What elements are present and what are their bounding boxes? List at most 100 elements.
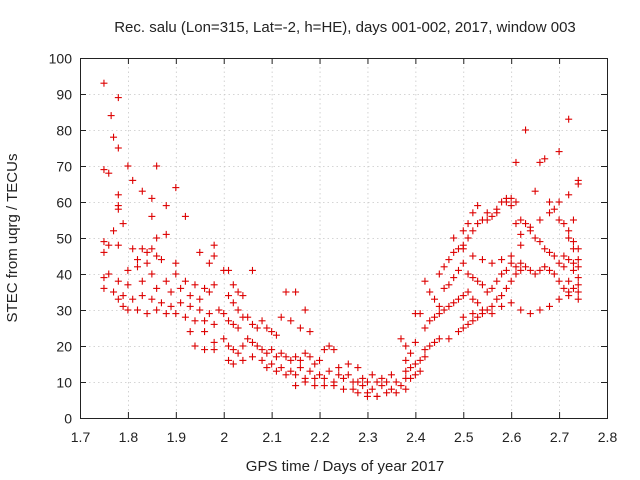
data-point xyxy=(464,234,472,242)
data-point xyxy=(153,306,161,314)
data-point xyxy=(531,187,539,195)
data-point xyxy=(431,338,439,346)
data-point xyxy=(191,281,199,289)
data-point xyxy=(435,302,443,310)
data-point xyxy=(445,256,453,264)
data-point xyxy=(100,248,108,256)
data-point xyxy=(507,252,515,260)
data-point xyxy=(488,259,496,267)
data-point xyxy=(105,241,113,249)
data-point xyxy=(234,288,242,296)
data-point xyxy=(488,212,496,220)
data-point xyxy=(526,310,534,318)
data-point xyxy=(167,302,175,310)
data-point xyxy=(469,310,477,318)
data-point xyxy=(153,162,161,170)
data-point xyxy=(177,284,185,292)
y-axis-label: STEC from uqrg / TECUs xyxy=(4,154,21,323)
data-point xyxy=(138,245,146,253)
data-point xyxy=(555,216,563,224)
data-point xyxy=(248,338,256,346)
data-point xyxy=(402,342,410,350)
data-point xyxy=(225,342,233,350)
data-point xyxy=(565,227,573,235)
data-point xyxy=(316,371,324,379)
data-point xyxy=(531,234,539,242)
data-point xyxy=(426,288,434,296)
data-point xyxy=(445,302,453,310)
data-point xyxy=(107,112,115,120)
data-point xyxy=(363,378,371,386)
data-point xyxy=(143,259,151,267)
y-tick-label: 100 xyxy=(49,51,73,67)
data-point xyxy=(157,299,165,307)
data-point xyxy=(196,295,204,303)
data-point xyxy=(459,227,467,235)
data-point xyxy=(105,270,113,278)
data-point xyxy=(426,342,434,350)
data-point xyxy=(574,281,582,289)
data-point xyxy=(383,378,391,386)
data-points xyxy=(100,79,582,400)
data-point xyxy=(344,371,352,379)
data-point xyxy=(498,302,506,310)
x-axis-label: GPS time / Days of year 2017 xyxy=(246,458,444,475)
grid xyxy=(80,58,607,418)
data-point xyxy=(210,320,218,328)
data-point xyxy=(239,356,247,364)
data-point xyxy=(229,281,237,289)
data-point xyxy=(148,245,156,253)
data-point xyxy=(560,263,568,271)
data-point xyxy=(225,317,233,325)
data-point xyxy=(114,295,122,303)
data-point xyxy=(541,245,549,253)
data-point xyxy=(311,374,319,382)
data-point xyxy=(306,328,314,336)
data-point xyxy=(359,374,367,382)
data-point xyxy=(517,241,525,249)
data-point xyxy=(483,216,491,224)
data-point xyxy=(153,284,161,292)
data-point xyxy=(474,299,482,307)
data-point xyxy=(210,252,218,260)
data-point xyxy=(392,378,400,386)
data-point xyxy=(110,288,118,296)
x-tick-label: 2.4 xyxy=(406,429,426,445)
data-point xyxy=(205,288,213,296)
data-point xyxy=(565,234,573,242)
data-point xyxy=(498,292,506,300)
data-point xyxy=(560,284,568,292)
data-point xyxy=(546,209,554,217)
data-point xyxy=(407,364,415,372)
data-point xyxy=(402,356,410,364)
data-point xyxy=(474,220,482,228)
data-point xyxy=(574,274,582,282)
data-point xyxy=(129,295,137,303)
data-point xyxy=(330,382,338,390)
data-point xyxy=(301,306,309,314)
data-point xyxy=(464,320,472,328)
data-point xyxy=(201,284,209,292)
data-point xyxy=(378,382,386,390)
data-point xyxy=(569,216,577,224)
data-point xyxy=(119,292,127,300)
data-point xyxy=(301,378,309,386)
axis-ticks: 1.7 1.8 1.9 2 2.1 2.2 2.3 2.4 2.5 2.6 2.7 2.8 0 10 20 3… xyxy=(49,51,618,446)
data-point xyxy=(498,256,506,264)
data-point xyxy=(181,313,189,321)
data-point xyxy=(507,259,515,267)
data-point xyxy=(450,299,458,307)
data-point xyxy=(469,295,477,303)
data-point xyxy=(282,353,290,361)
data-point xyxy=(450,248,458,256)
data-point xyxy=(215,306,223,314)
chart-title: Rec. salu (Lon=315, Lat=-2, h=HE), days … xyxy=(114,19,576,36)
data-point xyxy=(569,245,577,253)
data-point xyxy=(148,295,156,303)
data-point xyxy=(483,209,491,217)
data-point xyxy=(258,317,266,325)
data-point xyxy=(229,299,237,307)
data-point xyxy=(292,353,300,361)
data-point xyxy=(435,335,443,343)
